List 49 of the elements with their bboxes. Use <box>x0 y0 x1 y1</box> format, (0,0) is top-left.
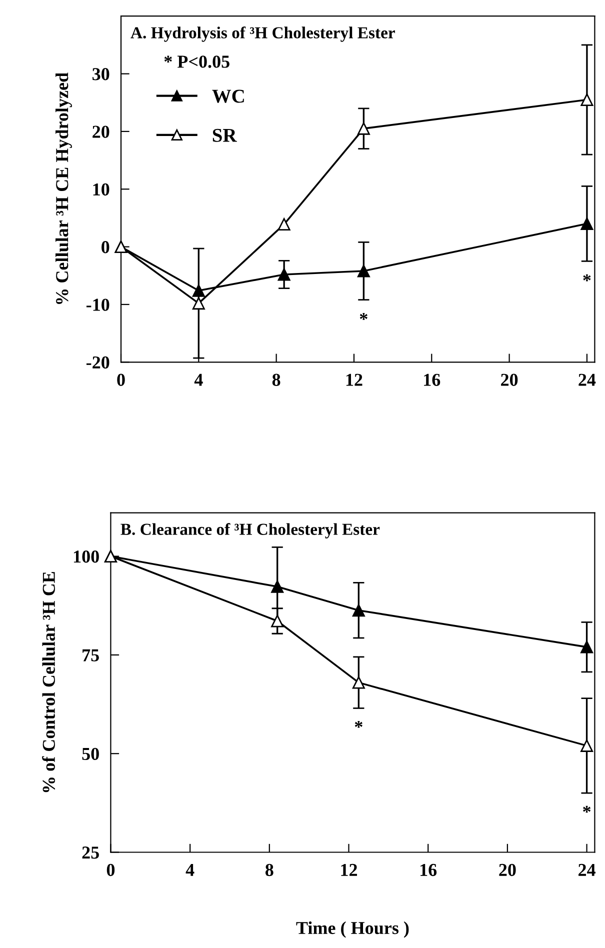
annotation: * <box>360 313 368 320</box>
y-tick-label: 10 <box>93 183 110 196</box>
point <box>357 264 370 278</box>
point <box>580 93 594 106</box>
x-tick-label: 8 <box>265 864 274 876</box>
x-axis-title: Time ( Hours ) <box>296 921 409 938</box>
point <box>192 284 205 297</box>
point <box>271 614 284 628</box>
y-axis-title: % of Control Cellular ³H CE <box>42 572 56 792</box>
x-tick-label: 16 <box>420 864 437 876</box>
point <box>580 217 594 230</box>
legend-label: WC <box>212 90 244 103</box>
y-tick-label: 25 <box>82 846 99 859</box>
point <box>278 218 290 231</box>
annotation: * <box>354 721 362 728</box>
text: A. Hydrolysis of ³H Cholesteryl Ester <box>130 26 395 42</box>
y-tick-label: 50 <box>82 748 99 760</box>
point <box>580 640 594 654</box>
annotation: * <box>583 806 591 813</box>
y-tick-label: 100 <box>74 550 99 563</box>
point <box>278 268 290 281</box>
x-tick-label: 20 <box>499 864 516 876</box>
x-tick-label: 4 <box>186 864 194 876</box>
point <box>271 580 284 593</box>
x-tick-label: 0 <box>117 374 125 386</box>
y-axis-title: % Cellular ³H CE Hydrolyzed <box>56 72 72 304</box>
y-tick-label: 75 <box>82 649 99 662</box>
y-tick-label: 0 <box>102 241 110 254</box>
x-tick-label: 12 <box>346 374 362 386</box>
x-tick-label: 8 <box>272 374 280 386</box>
y-tick-label: 30 <box>92 68 110 80</box>
x-tick-label: 24 <box>578 374 596 386</box>
x-tick-label: 12 <box>341 864 357 876</box>
text: B. Clearance of ³H Cholesteryl Ester <box>120 523 380 538</box>
point <box>580 739 594 752</box>
y-tick-label: -10 <box>86 298 110 311</box>
point <box>192 297 205 310</box>
y-tick-label: 20 <box>92 126 110 138</box>
annotation: * <box>583 274 591 282</box>
x-tick-label: 24 <box>578 864 596 876</box>
point <box>352 676 365 689</box>
x-tick-label: 16 <box>424 374 440 386</box>
legend-label: SR <box>212 128 237 142</box>
x-tick-label: 4 <box>194 374 203 386</box>
x-tick-label: 20 <box>501 374 518 386</box>
point <box>357 122 370 135</box>
point <box>352 604 365 617</box>
annotation: * P<0.05 <box>164 56 230 68</box>
y-tick-label: -20 <box>86 356 110 369</box>
